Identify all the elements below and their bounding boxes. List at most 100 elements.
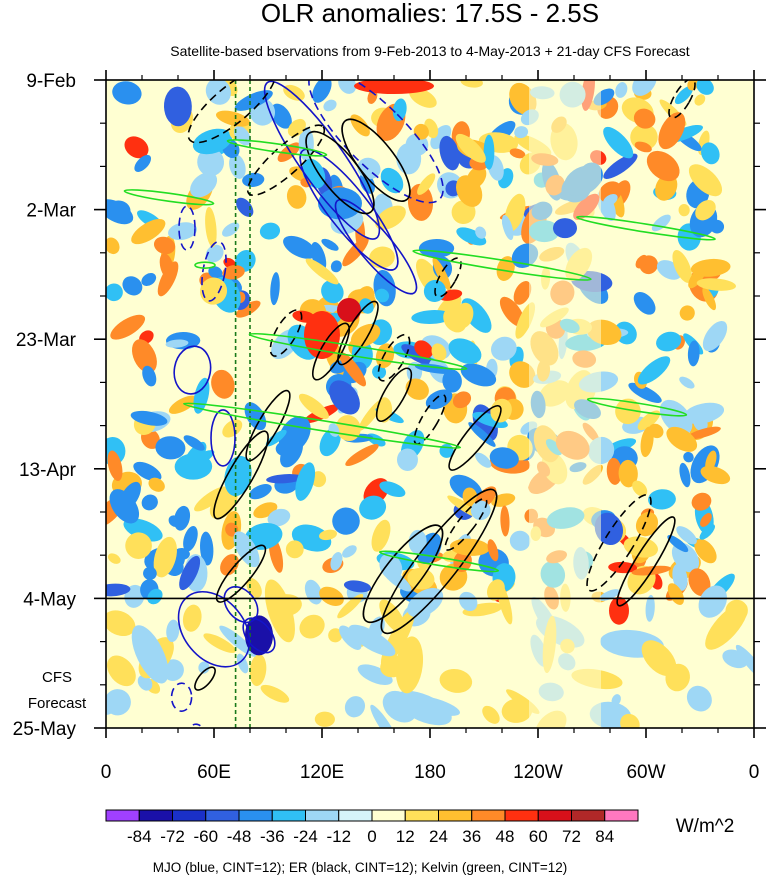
colorbar-swatch	[105, 809, 140, 822]
anomaly-patch	[683, 402, 725, 424]
anomaly-patch	[298, 393, 329, 419]
colorbar-swatch	[271, 809, 306, 822]
anomaly-patch	[651, 214, 671, 232]
er-contour	[380, 488, 498, 635]
anomaly-patch	[705, 603, 748, 650]
colorbar-label: 60	[529, 827, 548, 846]
reference-lines	[234, 80, 251, 728]
anomaly-patch	[430, 124, 452, 150]
anomaly-patch	[350, 323, 381, 348]
anomaly-patch	[646, 150, 680, 182]
anomaly-patch	[370, 704, 399, 728]
er-contour	[616, 516, 676, 607]
anomaly-patch	[594, 512, 624, 546]
anomaly-patch	[260, 684, 290, 703]
anomaly-patch	[339, 625, 362, 650]
anomaly-patch	[603, 126, 634, 159]
colorbar-swatch	[371, 809, 406, 822]
kelvin-contour	[248, 332, 468, 371]
anomaly-patch	[179, 555, 201, 591]
anomaly-patch	[417, 173, 436, 195]
anomaly-patch	[603, 193, 618, 207]
anomaly-patch	[142, 365, 157, 387]
anomaly-patch	[338, 80, 357, 94]
anomaly-patch	[513, 280, 532, 305]
pale-region	[529, 80, 601, 728]
anomaly-patch	[106, 237, 120, 255]
anomaly-patch	[205, 206, 217, 248]
anomaly-patch	[109, 489, 140, 524]
anomaly-patch	[148, 477, 165, 492]
anomaly-patch	[106, 689, 131, 716]
anomaly-patch	[456, 227, 487, 246]
anomaly-patch	[658, 112, 686, 150]
anomaly-patch	[405, 378, 429, 400]
colorbar-units: W/m^2	[676, 816, 735, 837]
anomaly-patch	[155, 436, 186, 460]
anomaly-patch	[500, 505, 510, 537]
anomaly-patch	[702, 287, 716, 311]
anomaly-patch	[141, 494, 158, 511]
kelvin-contour	[412, 249, 592, 281]
anomaly-patch	[502, 214, 514, 241]
colorbar-label: 72	[562, 827, 581, 846]
anomaly-patch	[222, 222, 240, 237]
anomaly-patch	[615, 82, 628, 98]
er-contour	[341, 118, 411, 202]
er-contour	[213, 430, 269, 520]
colorbar-swatch	[604, 809, 639, 822]
anomaly-patch	[688, 568, 711, 597]
colorbar-label: 24	[429, 827, 448, 846]
anomaly-patch	[395, 636, 424, 694]
anomaly-patch	[401, 344, 434, 366]
colorbar-label: -60	[193, 827, 218, 846]
anomaly-patch	[198, 661, 210, 674]
anomaly-patch	[392, 98, 407, 122]
colorbar-label: -48	[227, 827, 252, 846]
anomaly-patch	[286, 185, 307, 209]
mjo-contour	[201, 240, 227, 302]
anomaly-patch	[618, 459, 638, 488]
anomaly-core	[354, 80, 434, 94]
anomaly-patch	[249, 484, 272, 500]
colorbar-label: 12	[396, 827, 415, 846]
anomaly-patch	[319, 586, 344, 606]
anomaly-patch	[137, 674, 153, 691]
plot-area	[106, 80, 754, 728]
colorbar-label: 48	[496, 827, 515, 846]
chart-subtitle: Satellite-based bservations from 9-Feb-2…	[170, 43, 690, 59]
anomaly-patch	[337, 593, 364, 619]
anomaly-patch	[691, 492, 712, 511]
x-axis: 0 60E 120E 180 120W 60W 0	[101, 70, 759, 783]
anomaly-patch	[489, 447, 519, 469]
anomaly-patch	[267, 594, 302, 617]
anomaly-patch	[413, 123, 429, 140]
anomaly-patch	[679, 305, 695, 321]
er-contour	[312, 322, 350, 381]
anomaly-patch	[407, 588, 444, 618]
anomaly-patch	[110, 314, 146, 340]
anomaly-patch	[460, 80, 483, 88]
anomaly-patch	[205, 244, 224, 263]
anomaly-patch	[342, 545, 357, 558]
anomaly-patch	[192, 128, 233, 155]
anomaly-patch	[287, 118, 306, 137]
x-tick-label: 60W	[626, 762, 665, 783]
anomaly-patch	[695, 199, 716, 221]
er-contour	[668, 80, 696, 119]
er-contour	[375, 367, 413, 423]
anomaly-patch	[379, 481, 406, 498]
anomaly-patch	[683, 451, 694, 463]
colorbar-label: -72	[160, 827, 185, 846]
anomaly-patch	[694, 94, 706, 106]
er-contour	[215, 544, 267, 603]
anomaly-patch	[672, 563, 688, 591]
anomaly-patch	[106, 610, 136, 637]
anomaly-patch	[168, 515, 181, 527]
anomaly-patch	[266, 474, 304, 484]
mjo-contour	[334, 198, 418, 295]
anomaly-patch	[367, 89, 378, 104]
anomaly-core	[304, 311, 340, 359]
anomaly-patch	[339, 352, 367, 387]
